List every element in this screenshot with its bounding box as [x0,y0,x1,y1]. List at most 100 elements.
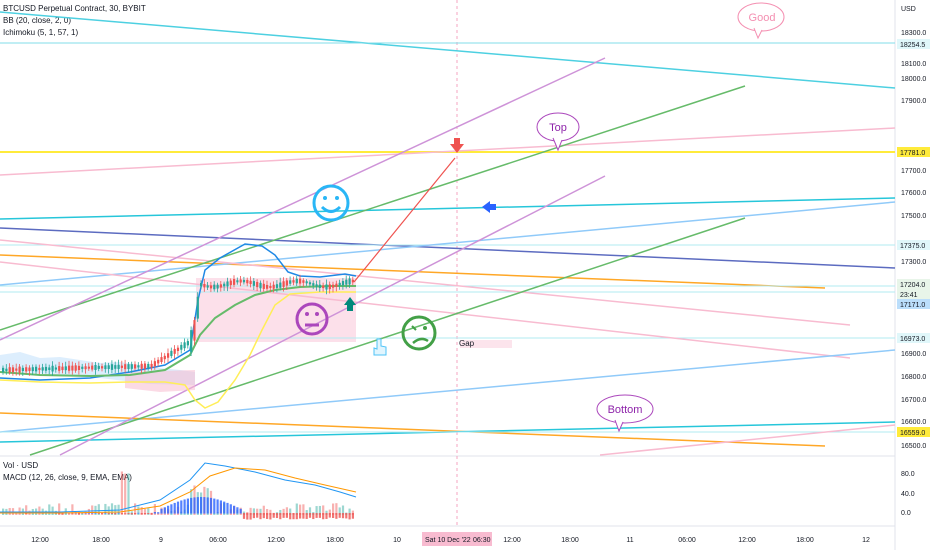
macd-histogram-bar [153,512,156,514]
macd-histogram-bar [269,513,272,520]
macd-axis[interactable]: 80.0 40.0 0.0 [901,471,915,517]
price-tick-label: 18100.0 [901,61,926,68]
bb-lower-band [0,291,356,409]
macd-histogram-bar [236,507,239,514]
candlestick [140,360,143,374]
trendline-navy[interactable] [0,227,896,269]
candlestick [114,361,117,373]
time-axis[interactable]: 12:00 18:00 9 06:00 12:00 18:00 10 12:00 18:00 11… [31,537,870,544]
candlestick [190,326,193,357]
price-level-badge [897,39,930,49]
price-tick-label: 17300.0 [901,259,926,266]
macd-indicator-label[interactable]: MACD (12, 26, close, 9, EMA, EMA) [3,473,132,482]
macd-histogram-bar [249,513,252,520]
macd-histogram-bar [114,513,117,515]
trendline-pink-mid[interactable] [0,239,851,326]
channel-green-upper[interactable] [0,85,746,331]
price-level-text: 17375.0 [900,243,925,250]
volume-bar [134,503,137,515]
candlestick [325,279,328,295]
macd-histogram-bar [163,507,166,514]
candlestick [143,360,147,372]
callout-top[interactable]: Top [536,112,580,152]
arrow-up-icon[interactable] [344,297,356,311]
trendline-pink-lower[interactable] [0,261,851,359]
projection-arrow-line[interactable] [353,157,456,283]
volume-bar [299,504,302,515]
candlestick-series[interactable] [2,274,354,376]
volume-bar [351,510,354,515]
callout-bottom[interactable]: Bottom [596,394,654,433]
trendline-pink-bottom[interactable] [599,424,896,456]
trend-lines[interactable] [0,11,896,456]
callout-good-text: Good [749,12,776,24]
gap-box[interactable] [460,340,512,348]
channel-green-lower[interactable] [29,217,746,456]
candlestick [256,279,259,291]
volume-bar [25,505,28,515]
ichimoku-indicator-label[interactable]: Ichimoku (5, 1, 57, 1) [3,28,79,37]
macd-histogram-bar [242,513,246,519]
volume-indicator-label[interactable]: Vol · USD [3,461,39,470]
pointer-hand-icon[interactable] [373,338,387,356]
trendline-orange-upper[interactable] [0,254,826,289]
channel-purple-upper[interactable] [0,57,606,341]
candlestick [104,362,107,373]
volume-bar [328,509,331,515]
arrow-down-icon[interactable] [450,138,464,153]
time-tick-label: 12:00 [503,537,521,544]
candlestick [170,347,173,359]
macd-histogram-bar [206,497,209,514]
candlestick [150,360,153,371]
symbol-title[interactable]: BTCUSD Perpetual Contract, 30, BYBIT [3,4,146,13]
arrow-left-icon[interactable] [482,201,496,213]
price-tick-label: 18300.0 [901,30,926,37]
candlestick [51,361,54,376]
price-level-text: 23:41 [900,292,918,299]
channel-purple-lower[interactable] [59,175,606,456]
macd-histogram-bar [140,513,143,515]
candlestick [338,279,341,290]
price-tick-label: 16500.0 [901,443,926,450]
callout-good[interactable]: Good [737,2,785,40]
macd-histogram-bar [246,513,249,520]
volume-bar [58,503,61,515]
candlestick [200,280,203,290]
volume-bar [266,509,269,515]
candlestick [348,276,351,288]
macd-histogram-bar [71,513,74,514]
bb-upper-band [0,243,357,381]
candlestick [289,276,292,287]
time-tick-label: 12 [862,537,870,544]
macd-histogram-bar [332,513,335,519]
trendline-cyan-mid[interactable] [0,197,896,220]
macd-histogram-bar [183,499,186,514]
neutral-face-icon[interactable] [295,302,329,336]
smile-icon[interactable] [312,184,350,222]
trendline-cyan-upper[interactable] [0,11,896,89]
volume-bar [315,506,318,515]
candlestick [318,280,321,292]
volume-bar [140,507,143,515]
volume-bar [249,507,252,515]
volume-bar [91,505,94,515]
wink-face-icon[interactable] [401,315,437,351]
crosshair-time-text: 06:30 [473,537,491,544]
candlestick [302,278,305,288]
volume-bar [325,510,328,515]
macd-histogram-bar [137,512,140,514]
bb-indicator-label[interactable]: BB (20, close, 2, 0) [3,16,72,25]
volume-bar [87,508,90,515]
candlestick [97,362,100,372]
candlestick [120,360,123,372]
crosshair-time-label: Sat 10 Dec '22 06:30 [422,532,492,546]
trendline-pink-upper[interactable] [0,127,896,176]
trendline-orange-lower[interactable] [0,412,826,447]
candlestick [68,360,71,374]
price-level-text: 17171.0 [900,302,925,309]
volume-bar [71,504,74,515]
candlestick [107,362,110,374]
volume-bar [252,508,255,515]
